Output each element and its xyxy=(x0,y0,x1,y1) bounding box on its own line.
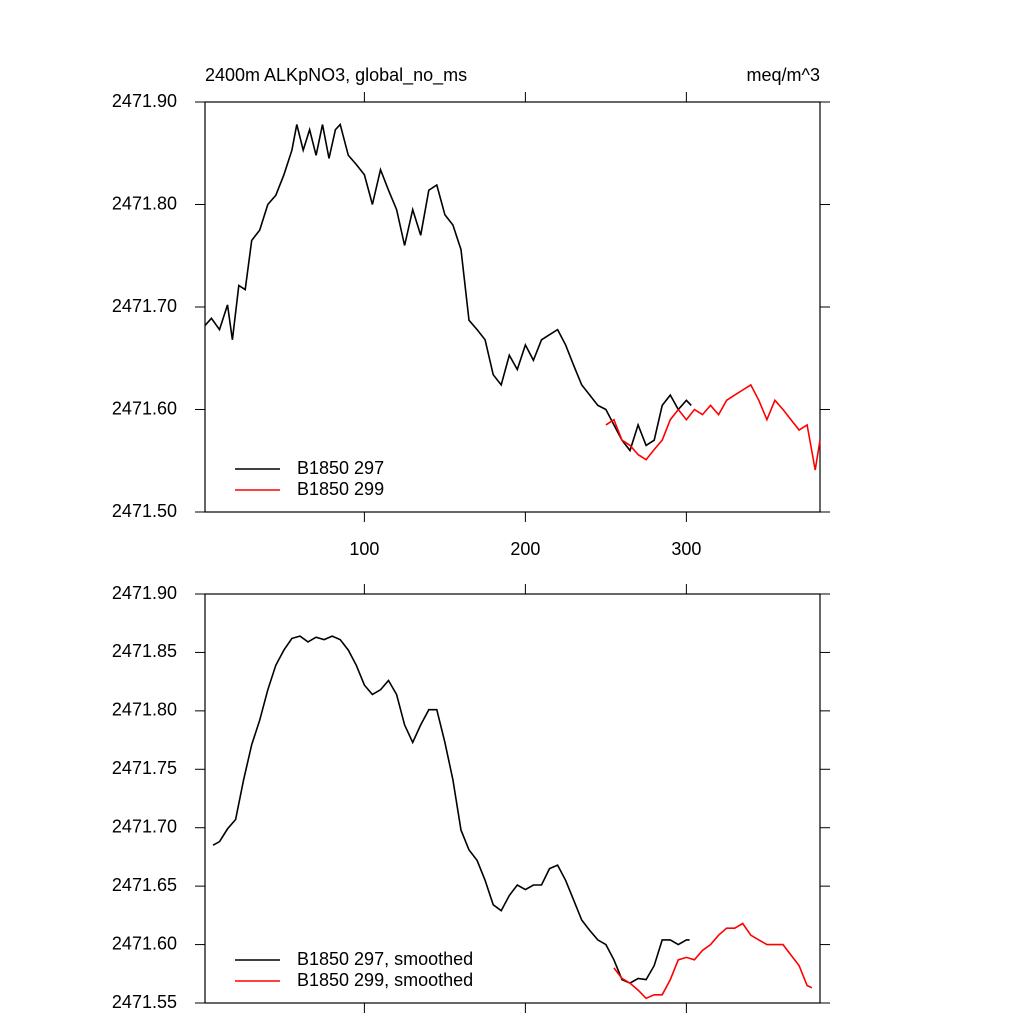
y-tick-label: 2471.90 xyxy=(112,91,177,111)
y-tick-label: 2471.80 xyxy=(112,193,177,213)
y-tick-label: 2471.80 xyxy=(112,700,177,720)
y-tick-label: 2471.60 xyxy=(112,933,177,953)
units-label: meq/m^3 xyxy=(747,65,820,85)
y-tick-label: 2471.90 xyxy=(112,583,177,603)
series-line xyxy=(204,122,692,453)
series-line xyxy=(613,922,813,1000)
y-tick-label: 2471.65 xyxy=(112,875,177,895)
y-tick-label: 2471.70 xyxy=(112,816,177,836)
chart-title: 2400m ALKpNO3, global_no_ms xyxy=(205,65,467,86)
legend-label: B1850 297 xyxy=(297,458,384,478)
series-line xyxy=(605,383,821,471)
y-tick-label: 2471.75 xyxy=(112,758,177,778)
x-tick-label: 100 xyxy=(349,539,379,559)
y-tick-label: 2471.85 xyxy=(112,641,177,661)
y-tick-label: 2471.55 xyxy=(112,992,177,1012)
plot-frame xyxy=(204,593,821,1004)
series-line xyxy=(212,635,690,984)
legend-label: B1850 299, smoothed xyxy=(297,970,473,990)
x-tick-label: 300 xyxy=(671,539,701,559)
y-tick-label: 2471.70 xyxy=(112,296,177,316)
x-tick-label: 200 xyxy=(510,539,540,559)
plot-frame xyxy=(204,101,821,513)
legend-label: B1850 299 xyxy=(297,479,384,499)
y-tick-label: 2471.50 xyxy=(112,501,177,521)
legend-label: B1850 297, smoothed xyxy=(297,949,473,969)
y-tick-label: 2471.60 xyxy=(112,398,177,418)
